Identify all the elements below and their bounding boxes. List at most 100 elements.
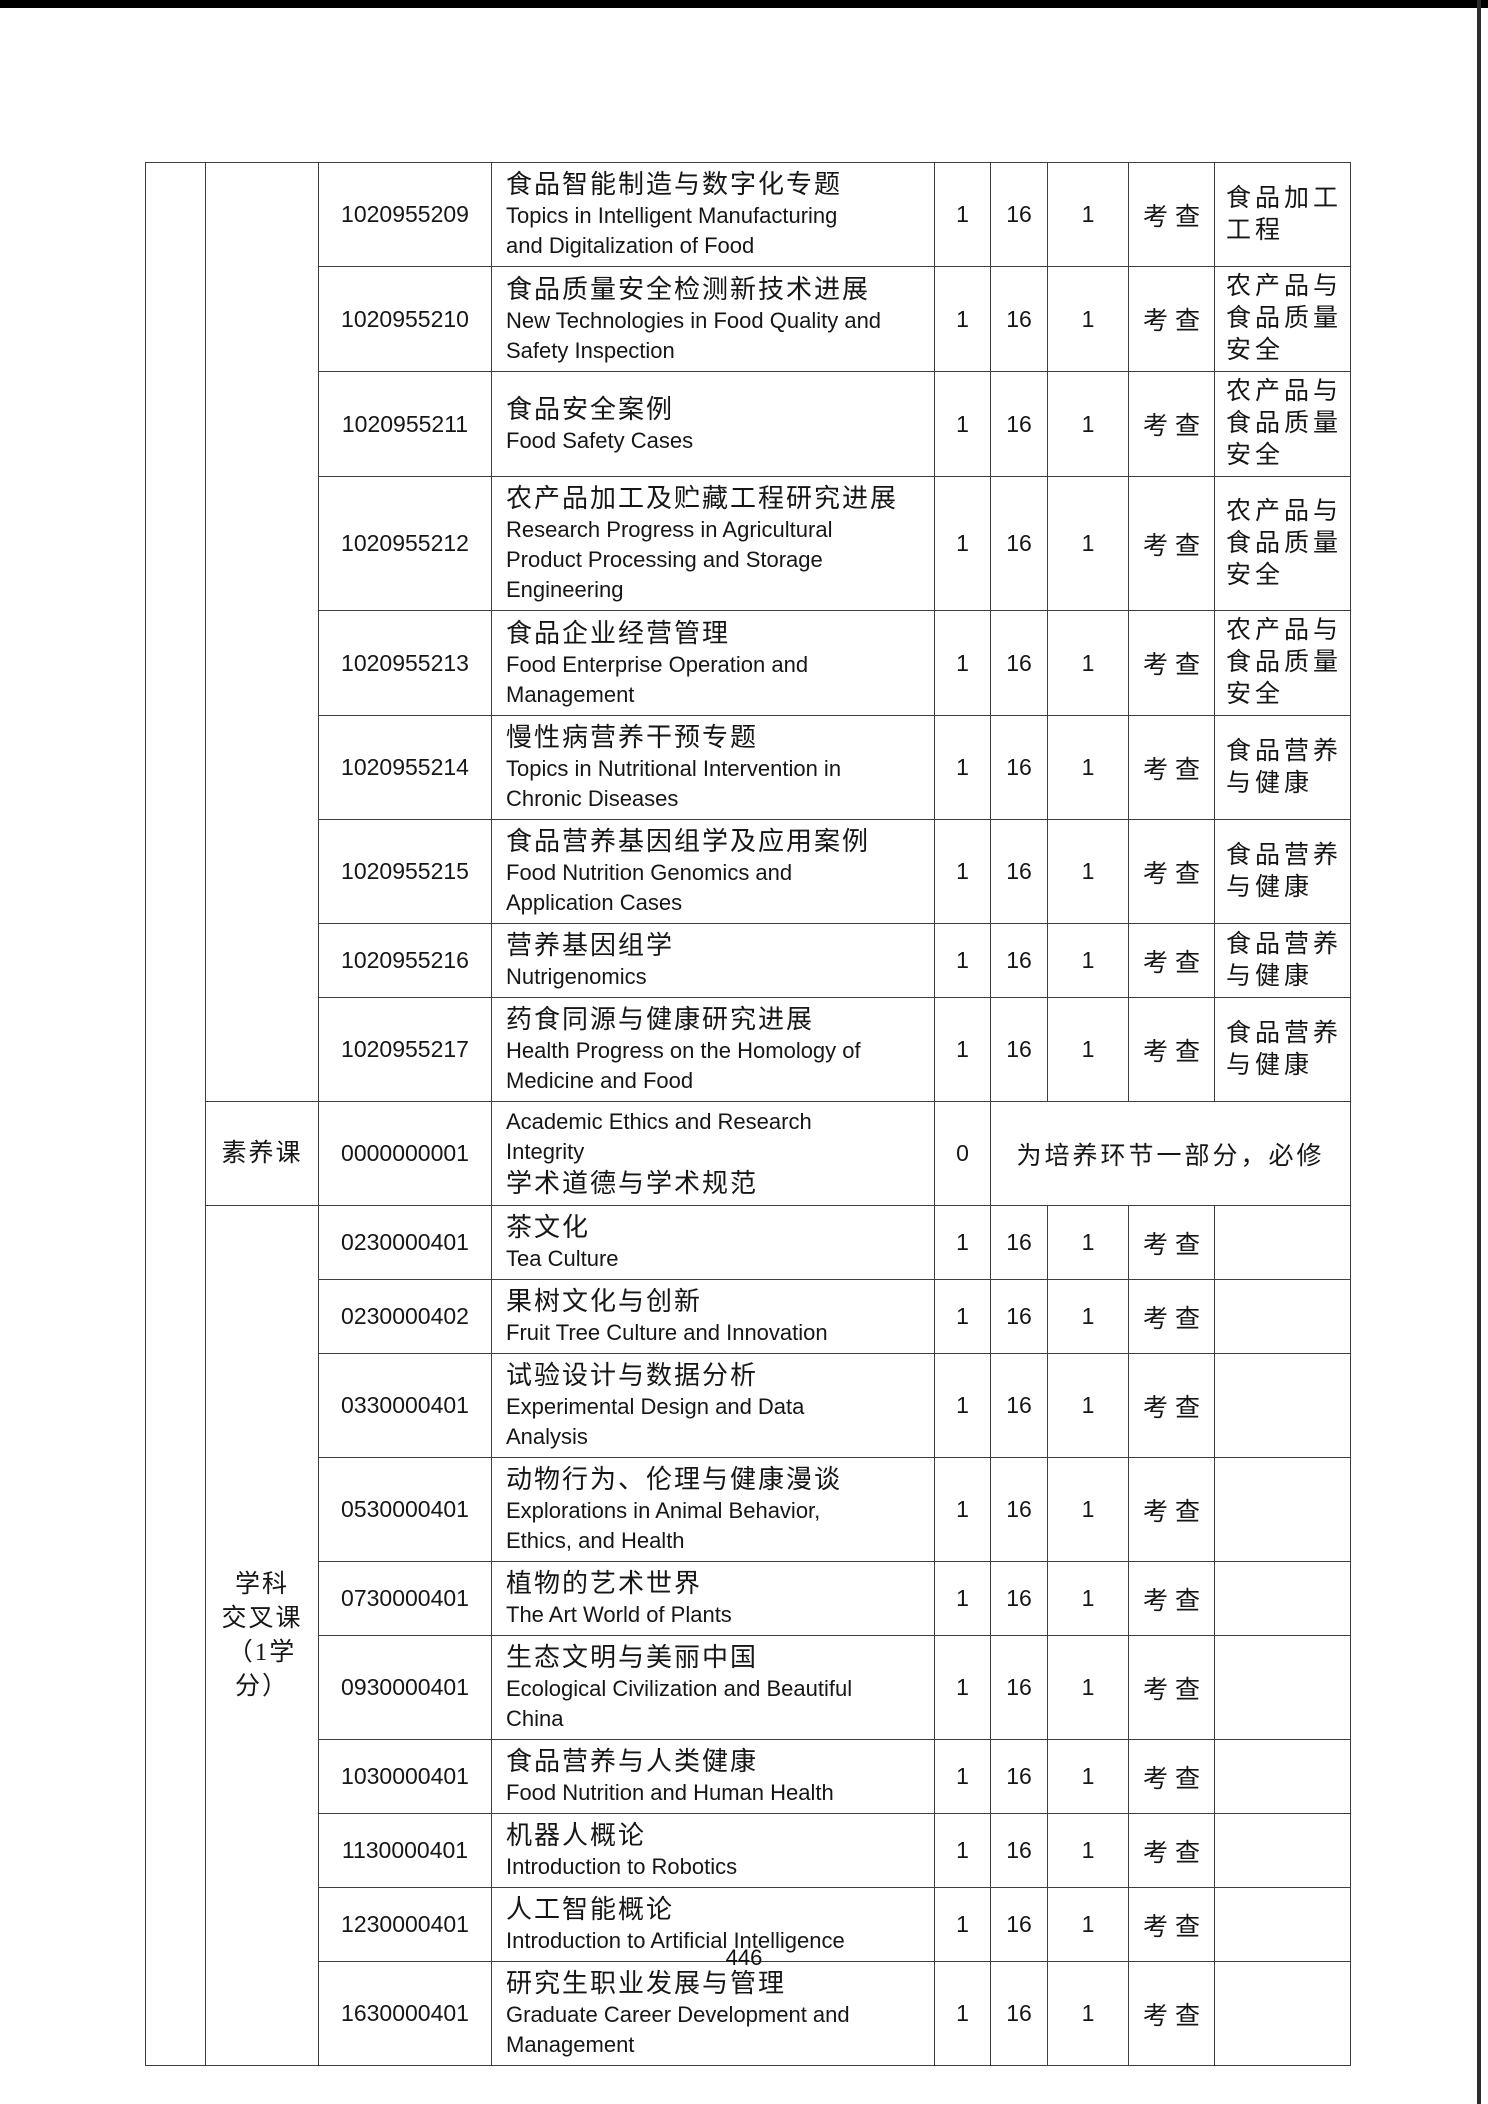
credit-cell: 1 xyxy=(934,1279,991,1354)
course-name-zh: 营养基因组学 xyxy=(506,931,675,960)
scan-top-bar xyxy=(0,0,1488,8)
assessment-cell: 考查 xyxy=(1128,1739,1215,1814)
semester-cell: 1 xyxy=(1047,715,1129,820)
course-code: 1020955214 xyxy=(318,715,492,820)
course-name-zh: 食品安全案例 xyxy=(506,394,675,424)
credit-cell: 1 xyxy=(934,1887,991,1962)
semester-cell: 1 xyxy=(1047,1205,1129,1280)
course-name-zh: 食品营养与人类健康 xyxy=(506,1747,759,1776)
hours-cell: 16 xyxy=(990,1279,1048,1354)
category-cell xyxy=(1214,1279,1351,1354)
credit-cell: 1 xyxy=(934,371,991,477)
course-row: 1020955213 食品企业经营管理 Food Enterprise Operat… xyxy=(146,610,1351,716)
course-code: 1020955211 xyxy=(318,371,492,477)
course-name-cell: 研究生职业发展与管理 Graduate Career Development an… xyxy=(491,1961,935,2066)
semester-cell: 1 xyxy=(1047,266,1129,372)
course-name-zh: 机器人概论 xyxy=(506,1821,647,1850)
group-label-line: 素养课 xyxy=(221,1139,303,1167)
credit-cell: 1 xyxy=(934,997,991,1102)
assessment-cell: 考查 xyxy=(1128,266,1215,372)
course-name-en: Tea Culture xyxy=(506,1246,619,1271)
course-name-cell: 试验设计与数据分析 Experimental Design and Data An… xyxy=(491,1353,935,1458)
course-name-cell: 机器人概论 Introduction to Robotics xyxy=(491,1813,935,1888)
course-row: 0930000401 生态文明与美丽中国 Ecological Civilizati… xyxy=(146,1635,1351,1740)
course-name-cell: 植物的艺术世界 The Art World of Plants xyxy=(491,1561,935,1636)
course-code: 1020955217 xyxy=(318,997,492,1102)
course-row: 学科 交叉课 （1学 分） 0230000401 茶文化 Tea Culture 1 16 1 考查 xyxy=(146,1205,1351,2066)
credit-cell: 1 xyxy=(934,266,991,372)
group-label-cell: 素养课 xyxy=(205,1101,319,1206)
course-row: 0530000401 动物行为、伦理与健康漫谈 Explorations in An… xyxy=(146,1457,1351,1562)
course-name-en: Nutrigenomics xyxy=(506,964,647,989)
category-cell xyxy=(1214,1813,1351,1888)
category-cell xyxy=(1214,1961,1351,2066)
course-row: 0230000402 果树文化与创新 Fruit Tree Culture and … xyxy=(146,1279,1351,1354)
course-name-en: New Technologies in Food Quality and Saf… xyxy=(506,307,882,363)
category-cell xyxy=(1214,1457,1351,1562)
course-name-zh: 食品智能制造与数字化专题 xyxy=(506,170,843,199)
hours-cell: 16 xyxy=(990,371,1048,477)
credit-cell: 1 xyxy=(934,476,991,611)
category-cell xyxy=(1214,1205,1351,1280)
category-cell: 食品营养与健康 xyxy=(1214,923,1351,998)
semester-cell: 1 xyxy=(1047,1635,1129,1740)
semester-cell: 1 xyxy=(1047,923,1129,998)
hours-cell: 16 xyxy=(990,266,1048,372)
course-name-cell: 食品安全案例 Food Safety Cases xyxy=(491,371,935,477)
course-name-zh: 慢性病营养干预专题 xyxy=(506,723,759,752)
courses-table: 1020955209 食品智能制造与数字化专题 Topics in Intellig… xyxy=(145,162,1351,2066)
semester-cell: 1 xyxy=(1047,371,1129,477)
course-code: 1020955210 xyxy=(318,266,492,372)
assessment-cell: 考查 xyxy=(1128,371,1215,477)
course-name-en: Graduate Career Development and Manageme… xyxy=(506,2002,850,2057)
category-cell: 食品加工工程 xyxy=(1214,162,1351,267)
hours-cell: 16 xyxy=(990,1353,1048,1458)
category-cell: 农产品与食品质量安全 xyxy=(1214,476,1351,611)
credit-cell: 1 xyxy=(934,162,991,267)
hours-cell: 16 xyxy=(990,997,1048,1102)
course-name-en: Food Enterprise Operation and Management xyxy=(506,651,809,707)
credit-cell: 1 xyxy=(934,1739,991,1814)
course-name-zh: 食品质量安全检测新技术进展 xyxy=(506,274,871,304)
course-code: 1030000401 xyxy=(318,1739,492,1814)
course-code: 1230000401 xyxy=(318,1887,492,1962)
category-cell xyxy=(1214,1739,1351,1814)
semester-cell: 1 xyxy=(1047,1813,1129,1888)
scan-edge-line xyxy=(1477,0,1481,2104)
course-name-cell: 生态文明与美丽中国 Ecological Civilization and Bea… xyxy=(491,1635,935,1740)
semester-cell: 1 xyxy=(1047,1739,1129,1814)
hours-cell: 16 xyxy=(990,1961,1048,2066)
assessment-cell: 考查 xyxy=(1128,1279,1215,1354)
assessment-cell: 考查 xyxy=(1128,162,1215,267)
semester-cell: 1 xyxy=(1047,476,1129,611)
course-name-en: Academic Ethics and Research Integrity xyxy=(506,1109,812,1164)
course-name-en: Food Safety Cases xyxy=(506,427,694,453)
course-name-cell: 食品智能制造与数字化专题 Topics in Intelligent Manufa… xyxy=(491,162,935,267)
course-name-en: Experimental Design and Data Analysis xyxy=(506,1394,805,1449)
course-row: 1020955217 药食同源与健康研究进展 Health Progress on … xyxy=(146,997,1351,1102)
course-code: 1020955209 xyxy=(318,162,492,267)
course-row: 1020955210 食品质量安全检测新技术进展 New Technologies … xyxy=(146,266,1351,372)
courses-table-body: 1020955209 食品智能制造与数字化专题 Topics in Intellig… xyxy=(145,162,1351,2066)
course-name-cell: 食品企业经营管理 Food Enterprise Operation and Ma… xyxy=(491,610,935,716)
assessment-cell: 考查 xyxy=(1128,1887,1215,1962)
credit-cell: 1 xyxy=(934,819,991,924)
category-cell: 农产品与食品质量安全 xyxy=(1214,610,1351,716)
course-row: 1020955215 食品营养基因组学及应用案例 Food Nutrition Ge… xyxy=(146,819,1351,924)
credit-cell: 1 xyxy=(934,1457,991,1562)
hours-cell: 16 xyxy=(990,1635,1048,1740)
course-name-zh: 学术道德与学术规范 xyxy=(506,1169,759,1198)
course-name-zh: 果树文化与创新 xyxy=(506,1287,703,1316)
course-code: 1020955215 xyxy=(318,819,492,924)
course-name-zh: 农产品加工及贮藏工程研究进展 xyxy=(506,484,899,513)
course-name-zh: 动物行为、伦理与健康漫谈 xyxy=(506,1465,843,1494)
assessment-cell: 考查 xyxy=(1128,819,1215,924)
course-code: 1020955216 xyxy=(318,923,492,998)
semester-cell: 1 xyxy=(1047,997,1129,1102)
credit-cell: 1 xyxy=(934,1561,991,1636)
course-name-zh: 植物的艺术世界 xyxy=(506,1569,703,1598)
course-name-cell: 动物行为、伦理与健康漫谈 Explorations in Animal Behav… xyxy=(491,1457,935,1562)
course-name-cell: 慢性病营养干预专题 Topics in Nutritional Intervent… xyxy=(491,715,935,820)
course-row: 0330000401 试验设计与数据分析 Experimental Design a… xyxy=(146,1353,1351,1458)
course-name-en: Health Progress on the Homology of Medic… xyxy=(506,1038,861,1093)
